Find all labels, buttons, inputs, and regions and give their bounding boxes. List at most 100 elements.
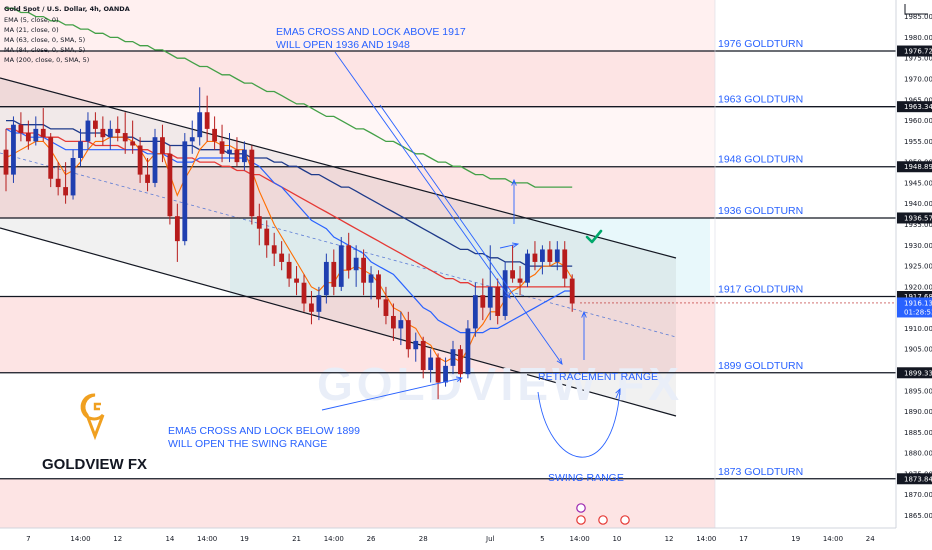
candle-body-30[interactable] <box>227 149 232 154</box>
candle-body-36[interactable] <box>271 245 277 254</box>
candle-body-18[interactable] <box>137 145 143 175</box>
candle-body-44[interactable] <box>331 261 337 287</box>
candle-body-46[interactable] <box>346 245 352 271</box>
price-tick-5: 1890.000 <box>904 408 932 416</box>
candle-body-7[interactable] <box>55 178 61 188</box>
candle-body-62[interactable] <box>465 328 471 375</box>
candle-body-10[interactable] <box>78 141 83 158</box>
candle-body-63[interactable] <box>472 295 478 329</box>
candle-body-53[interactable] <box>398 320 404 329</box>
candle-body-5[interactable] <box>40 128 46 138</box>
candle-body-66[interactable] <box>495 286 501 316</box>
candle-body-75[interactable] <box>562 249 568 279</box>
candle-body-76[interactable] <box>569 278 575 304</box>
candle-body-2[interactable] <box>18 124 24 134</box>
candle-body-33[interactable] <box>249 149 255 217</box>
channel-upper-line[interactable] <box>0 77 677 259</box>
legend-item-2: MA (63, close, 0, SMA, 5) <box>4 36 85 44</box>
candle-body-41[interactable] <box>309 303 314 312</box>
candle-body-54[interactable] <box>405 320 411 350</box>
legend-item-4: MA (200, close, 0, SMA, 5) <box>4 56 89 64</box>
channel-lower-line[interactable] <box>0 227 677 417</box>
candle-body-6[interactable] <box>48 137 54 179</box>
annotation-top-2: WILL OPEN 1936 AND 1948 <box>276 39 410 51</box>
candle-body-29[interactable] <box>219 141 225 154</box>
candle-body-67[interactable] <box>502 270 508 316</box>
candle-body-48[interactable] <box>361 257 366 283</box>
candle-body-9[interactable] <box>70 157 76 196</box>
legend-item-1: MA (21, close, 0) <box>4 26 59 34</box>
candle-body-60[interactable] <box>450 349 456 366</box>
time-tick-17: 19 <box>791 535 800 543</box>
candle-body-72[interactable] <box>540 249 545 262</box>
candle-body-22[interactable] <box>167 153 173 217</box>
candle-body-65[interactable] <box>487 286 493 308</box>
candle-body-25[interactable] <box>189 137 195 142</box>
candle-body-58[interactable] <box>435 357 441 383</box>
candle-body-70[interactable] <box>525 253 530 283</box>
candle-body-49[interactable] <box>368 274 374 283</box>
candle-body-59[interactable] <box>443 365 448 383</box>
candle-body-26[interactable] <box>197 112 203 138</box>
candle-body-39[interactable] <box>294 278 299 283</box>
candle-body-19[interactable] <box>145 174 150 183</box>
candle-body-21[interactable] <box>160 137 165 154</box>
candle-body-3[interactable] <box>25 133 31 142</box>
candle-body-68[interactable] <box>510 270 515 279</box>
candle-body-42[interactable] <box>316 295 322 312</box>
axis-settings-icon[interactable] <box>904 4 928 15</box>
candle-body-40[interactable] <box>301 282 307 304</box>
time-tick-15: 14:00 <box>696 535 716 543</box>
time-tick-7: 14:00 <box>324 535 344 543</box>
candle-body-52[interactable] <box>391 315 396 329</box>
ma21-line <box>5 128 573 334</box>
candle-body-74[interactable] <box>554 249 560 262</box>
candle-body-17[interactable] <box>130 141 136 146</box>
level-label-3: 1936 GOLDTURN <box>718 205 803 217</box>
candle-body-56[interactable] <box>420 340 426 371</box>
event-icon-0[interactable] <box>576 503 586 513</box>
event-icon-1[interactable] <box>576 515 586 525</box>
candle-body-4[interactable] <box>33 128 39 142</box>
candle-body-45[interactable] <box>338 245 344 287</box>
candle-body-43[interactable] <box>323 261 329 296</box>
candle-body-64[interactable] <box>480 295 486 308</box>
candle-body-71[interactable] <box>532 253 538 262</box>
level-tag-1: 1963.341 <box>904 103 932 111</box>
candle-body-57[interactable] <box>428 357 434 371</box>
candle-body-27[interactable] <box>204 112 210 129</box>
level-label-4: 1917 GOLDTURN <box>718 283 803 295</box>
candle-body-34[interactable] <box>256 216 262 229</box>
candle-body-1[interactable] <box>11 124 16 175</box>
candle-body-55[interactable] <box>413 340 419 350</box>
candle-body-31[interactable] <box>234 149 240 163</box>
candle-body-16[interactable] <box>122 133 128 142</box>
candle-body-8[interactable] <box>63 187 68 196</box>
event-icon-2[interactable] <box>598 515 608 525</box>
level-tag-bg-6 <box>897 473 932 485</box>
candle-body-24[interactable] <box>182 141 188 242</box>
candle-body-32[interactable] <box>242 149 247 163</box>
ma200-line <box>6 7 573 188</box>
candle-body-61[interactable] <box>458 349 463 375</box>
candle-body-73[interactable] <box>547 249 553 262</box>
candle-body-11[interactable] <box>85 120 91 142</box>
candle-body-35[interactable] <box>264 228 270 246</box>
candle-body-0[interactable] <box>3 149 9 175</box>
candle-body-23[interactable] <box>174 216 180 242</box>
candle-body-13[interactable] <box>100 128 106 138</box>
candle-body-15[interactable] <box>115 128 121 134</box>
candle-body-50[interactable] <box>376 274 381 300</box>
candle-body-37[interactable] <box>279 253 285 262</box>
candle-body-47[interactable] <box>353 257 359 271</box>
candle-body-28[interactable] <box>212 128 217 142</box>
candle-body-38[interactable] <box>286 261 292 279</box>
ma63-line <box>6 128 573 288</box>
candle-body-69[interactable] <box>517 278 523 283</box>
candle-body-20[interactable] <box>152 137 158 183</box>
event-icon-3[interactable] <box>620 515 630 525</box>
candle-body-14[interactable] <box>107 128 113 138</box>
candle-body-12[interactable] <box>93 120 98 129</box>
candle-body-51[interactable] <box>383 299 389 316</box>
